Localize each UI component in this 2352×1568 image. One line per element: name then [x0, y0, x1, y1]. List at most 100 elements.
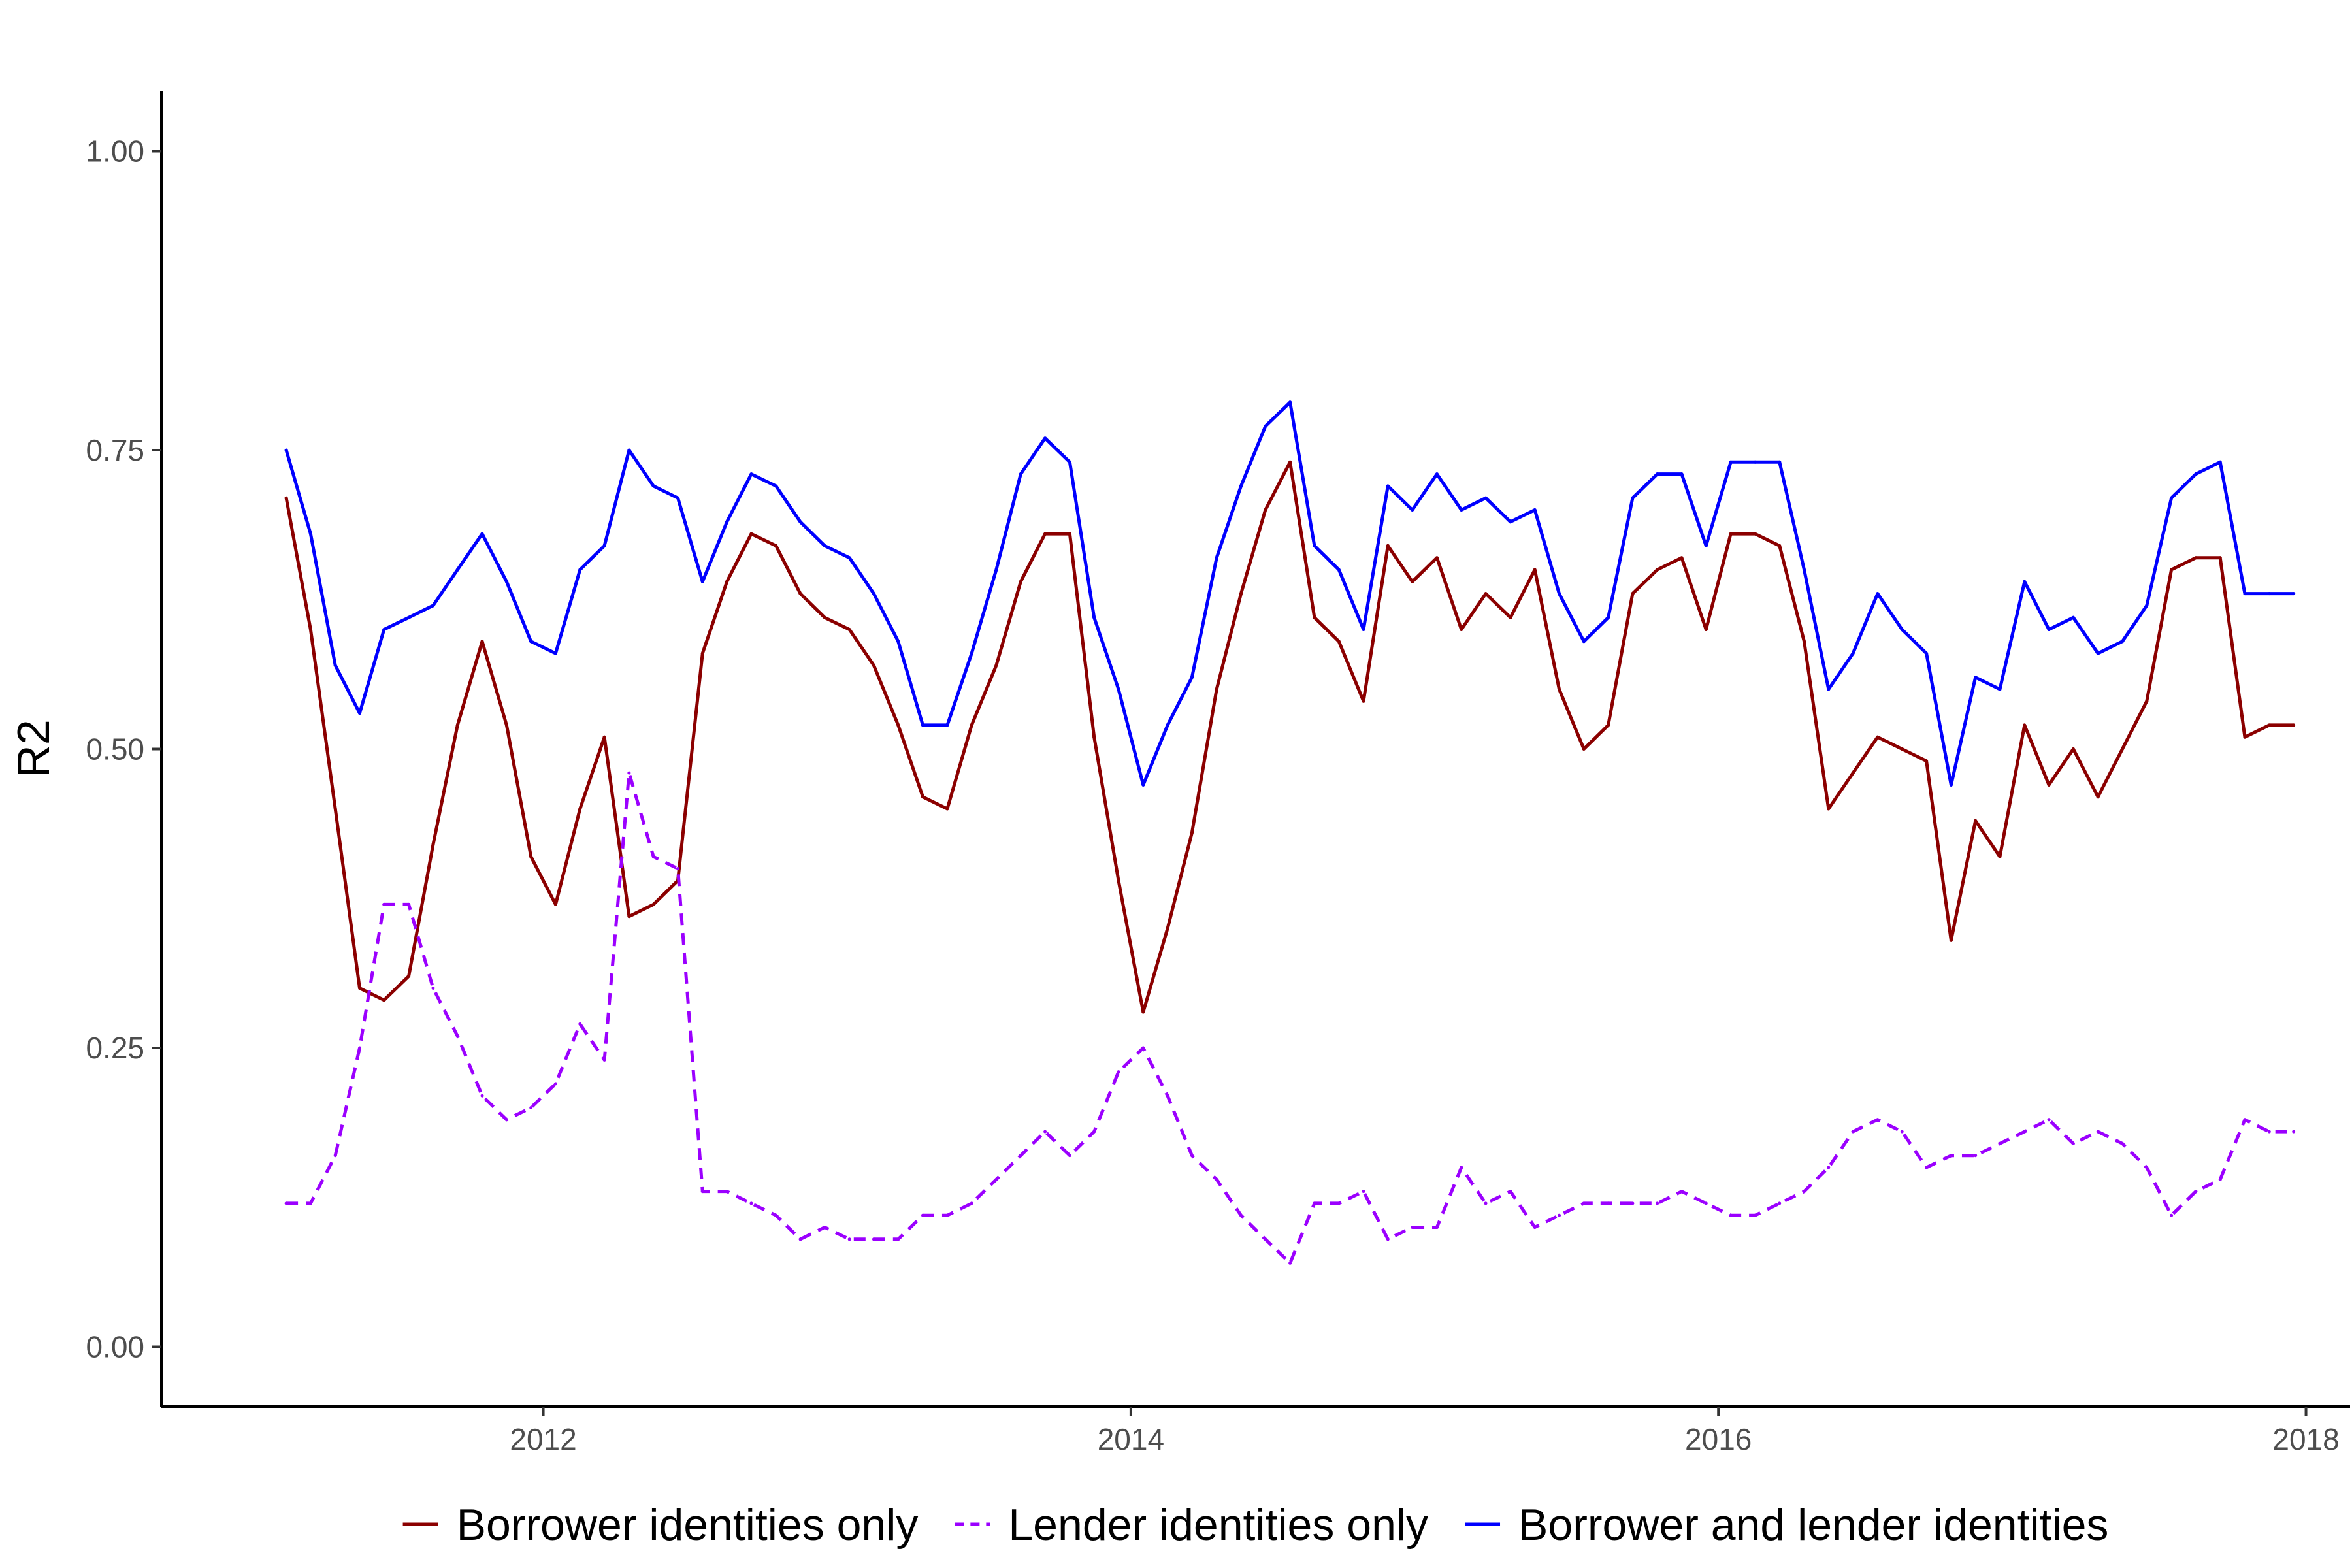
data-point: [970, 723, 973, 727]
data-point: [1043, 436, 1047, 440]
data-point: [1949, 783, 1953, 787]
data-point: [1043, 1130, 1047, 1134]
data-point: [308, 1201, 312, 1205]
data-point: [1264, 508, 1267, 512]
data-point: [1680, 472, 1684, 476]
data-point: [921, 795, 925, 799]
data-point: [2071, 1141, 2075, 1145]
data-point: [1607, 1201, 1610, 1205]
data-point: [774, 544, 778, 547]
data-point: [1239, 484, 1243, 488]
data-point: [2267, 592, 2271, 596]
data-point: [1068, 460, 1071, 464]
data-point: [1876, 1118, 1880, 1122]
data-point: [1974, 676, 1978, 679]
data-point: [749, 532, 753, 536]
data-point: [1484, 496, 1488, 500]
data-point: [2023, 723, 2027, 727]
x-tick-label: 2012: [510, 1422, 576, 1456]
data-point: [2170, 568, 2174, 572]
data-point: [1337, 568, 1341, 572]
data-point: [627, 771, 631, 775]
series-3-points: [284, 400, 2296, 787]
data-point: [2121, 640, 2125, 644]
data-point: [1386, 484, 1390, 488]
series-lines: [284, 400, 2296, 1265]
data-point: [455, 723, 459, 727]
legend-item: Lender identities only: [955, 1500, 1428, 1550]
data-point: [1876, 735, 1880, 739]
data-point: [1068, 1154, 1071, 1158]
data-point: [970, 1201, 973, 1205]
data-point: [2145, 699, 2149, 703]
data-point: [945, 1213, 949, 1217]
data-point: [1362, 1190, 1365, 1194]
data-point: [700, 580, 704, 583]
data-point: [798, 592, 802, 596]
data-point: [1729, 460, 1733, 464]
data-point: [1435, 1226, 1439, 1229]
data-point: [382, 998, 386, 1002]
data-point: [578, 568, 582, 572]
data-point: [1656, 472, 1659, 476]
data-point: [333, 1154, 337, 1158]
data-point: [480, 640, 484, 644]
series-1-points: [284, 460, 2296, 1014]
data-point: [1533, 1226, 1537, 1229]
data-point: [2267, 723, 2271, 727]
data-point: [627, 448, 631, 452]
x-axis-ticks: 2012 2014 2016 2018: [510, 1407, 2340, 1456]
data-point: [333, 807, 337, 811]
data-point: [2096, 651, 2100, 655]
data-point: [1729, 1213, 1733, 1217]
data-point: [872, 663, 875, 667]
data-point: [1558, 1213, 1561, 1217]
data-point: [1631, 592, 1635, 596]
data-point: [1949, 1154, 1953, 1158]
data-point: [431, 843, 435, 847]
data-point: [1019, 472, 1022, 476]
data-point: [994, 568, 998, 572]
data-point: [700, 1190, 704, 1194]
legend-label: Borrower identities only: [457, 1500, 919, 1550]
legend-label: Borrower and lender identities: [1518, 1500, 2108, 1550]
data-point: [1509, 1190, 1512, 1194]
data-point: [1411, 508, 1414, 512]
data-point: [529, 1106, 533, 1109]
data-point: [1190, 1154, 1194, 1158]
data-point: [2292, 1130, 2296, 1134]
data-point: [823, 615, 826, 619]
data-point: [2145, 1166, 2149, 1169]
data-point: [994, 663, 998, 667]
data-point: [921, 723, 925, 727]
data-point: [308, 628, 312, 631]
data-point: [1607, 615, 1610, 619]
data-point: [1729, 532, 1733, 536]
data-point: [2243, 735, 2247, 739]
data-point: [1362, 628, 1365, 631]
data-point: [1582, 747, 1586, 751]
data-point: [504, 723, 508, 727]
data-point: [1092, 1130, 1096, 1134]
data-point: [774, 1213, 778, 1217]
data-point: [358, 987, 362, 990]
data-point: [2071, 747, 2075, 751]
data-point: [2194, 556, 2198, 560]
data-point: [2047, 628, 2051, 631]
data-point: [1337, 1201, 1341, 1205]
data-point: [1460, 628, 1463, 631]
data-point: [1753, 1213, 1757, 1217]
data-point: [382, 902, 386, 906]
data-point: [651, 902, 655, 906]
data-point: [676, 496, 680, 500]
data-point: [2023, 1130, 2027, 1134]
data-point: [1313, 615, 1316, 619]
data-point: [308, 532, 312, 536]
data-point: [578, 1022, 582, 1026]
plot-area: [284, 400, 2296, 1265]
data-point: [407, 902, 411, 906]
data-point: [1362, 699, 1365, 703]
data-point: [2096, 1130, 2100, 1134]
data-point: [382, 628, 386, 631]
